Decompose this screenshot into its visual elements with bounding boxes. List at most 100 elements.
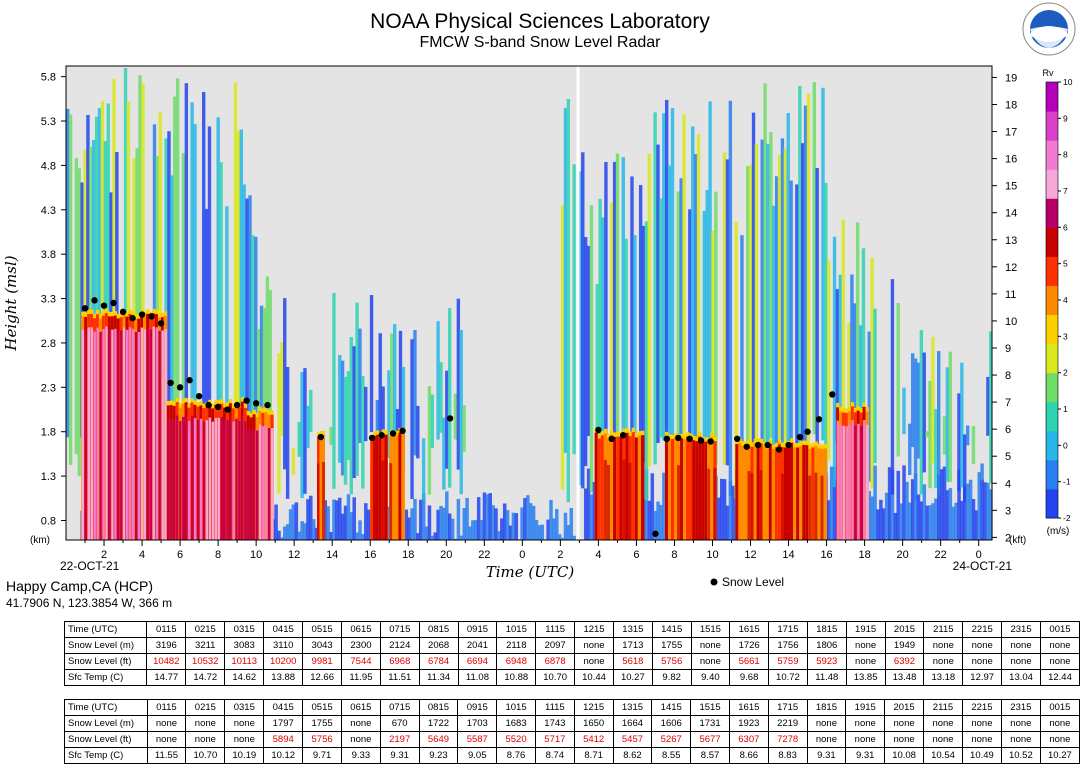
- echo-column: [173, 96, 177, 465]
- table-row: Snow Level (m) none none none 1797 1755 none 67…: [64, 715, 1080, 732]
- echo-column: [291, 447, 296, 476]
- echo-column: [806, 93, 811, 445]
- precip-core: [223, 420, 227, 540]
- echo-column: [184, 83, 189, 498]
- clutter-column: [410, 508, 414, 540]
- echo-column: [638, 184, 643, 489]
- clutter-column: [283, 526, 287, 540]
- y-tick-label-left: 3.8: [41, 249, 56, 261]
- y-tick-label-left: 4.3: [41, 205, 56, 217]
- echo-column: [910, 353, 915, 448]
- clutter-column: [497, 531, 501, 540]
- row-label: Time (UTC): [63, 621, 148, 638]
- table-cell: none: [845, 731, 886, 748]
- table-cell: 1755: [302, 715, 342, 732]
- table-cell: none: [845, 653, 886, 670]
- precip-core: [96, 327, 100, 540]
- precip-core: [381, 460, 385, 540]
- precip-core: [84, 330, 88, 540]
- precip-core: [750, 473, 754, 540]
- snow-level-point: [697, 437, 705, 444]
- precip-core: [261, 426, 265, 540]
- colorbar-tick-label: 0: [1063, 440, 1068, 450]
- clutter-column: [552, 518, 556, 540]
- echo-column: [916, 362, 921, 459]
- echo-column: [352, 346, 356, 479]
- table-cell: 0915: [457, 699, 498, 716]
- echo-column: [873, 308, 877, 463]
- clutter-column: [546, 519, 550, 540]
- echo-column: [679, 178, 683, 453]
- y-tick-label-right: 9: [1005, 343, 1011, 355]
- echo-column: [74, 158, 79, 455]
- colorbar-tick-label: 3: [1063, 331, 1068, 341]
- echo-column: [641, 225, 646, 463]
- precip-column: [695, 441, 699, 540]
- table-cell: 0615: [341, 621, 381, 638]
- table-cell: 5661: [729, 653, 769, 670]
- table-cell: 1755: [651, 637, 692, 654]
- precip-core: [229, 416, 233, 540]
- precip-core: [131, 328, 135, 540]
- echo-column: [456, 298, 461, 470]
- table-cell: 9.68: [729, 669, 769, 686]
- table-cell: none: [1039, 715, 1080, 732]
- echo-column: [581, 152, 585, 489]
- x-tick-label: 4: [595, 549, 601, 561]
- table-cell: 1713: [612, 637, 653, 654]
- clutter-column: [349, 512, 354, 540]
- row-label: Sfc Temp (C): [64, 747, 148, 764]
- precip-core: [241, 414, 244, 540]
- precip-column: [738, 442, 742, 540]
- echo-column: [283, 298, 287, 470]
- x-tick-label: 10: [250, 549, 262, 561]
- table-cell: 1756: [768, 637, 808, 654]
- clutter-column: [482, 492, 487, 540]
- echo-column: [714, 191, 718, 465]
- echo-column: [245, 198, 249, 481]
- precip-core: [102, 328, 106, 540]
- precip-core: [808, 475, 812, 540]
- echo-column: [462, 405, 466, 452]
- echo-column: [722, 152, 727, 465]
- clutter-column: [445, 491, 449, 540]
- precip-column: [744, 445, 748, 540]
- precip-core: [176, 415, 179, 540]
- clutter-column: [471, 520, 475, 540]
- snow-level-point: [399, 427, 406, 435]
- precip-core: [267, 427, 271, 540]
- table-cell: 2197: [379, 731, 420, 748]
- precip-core: [244, 421, 247, 540]
- x-tick-label: 6: [177, 549, 183, 561]
- x-tick-label: 2: [101, 549, 107, 561]
- echo-column: [277, 353, 281, 494]
- clutter-column: [942, 466, 947, 540]
- clutter-column: [922, 484, 927, 540]
- echo-column: [598, 198, 602, 449]
- echo-column: [754, 144, 759, 446]
- table-cell: 0615: [340, 699, 381, 716]
- precip-column: [392, 434, 396, 540]
- clutter-column: [450, 518, 455, 540]
- echo-column: [821, 87, 825, 441]
- clutter-column: [502, 503, 507, 540]
- precip-core: [250, 430, 253, 540]
- precip-column: [616, 436, 620, 540]
- table-cell: 9.31: [845, 747, 886, 764]
- colorbar-segment: [1046, 343, 1058, 374]
- table-cell: 10.88: [496, 669, 537, 686]
- table-cell: 10.72: [768, 669, 808, 686]
- precip-column: [692, 440, 696, 540]
- clutter-column: [277, 530, 281, 540]
- table-cell: none: [1039, 731, 1080, 748]
- table-cell: 2300: [341, 637, 381, 654]
- clutter-column: [387, 506, 391, 540]
- table-cell: 2118: [496, 637, 537, 654]
- precip-column: [790, 442, 794, 540]
- table-cell: 1650: [573, 715, 614, 732]
- echo-column: [256, 329, 261, 461]
- clutter-column: [430, 535, 435, 540]
- echo-column: [300, 371, 304, 499]
- precip-column: [817, 448, 821, 540]
- table-cell: none: [923, 715, 963, 732]
